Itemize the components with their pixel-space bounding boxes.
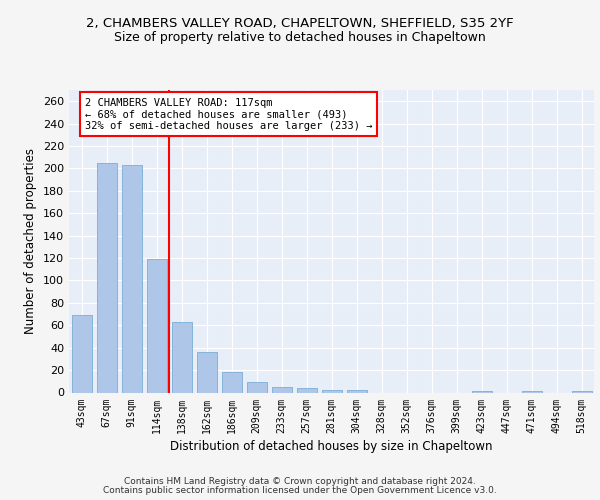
Bar bbox=[296, 388, 317, 392]
Text: Contains HM Land Registry data © Crown copyright and database right 2024.: Contains HM Land Registry data © Crown c… bbox=[124, 477, 476, 486]
Bar bbox=[221, 372, 241, 392]
Bar bbox=[197, 352, 217, 393]
Bar bbox=[347, 390, 367, 392]
Bar bbox=[247, 382, 266, 392]
Y-axis label: Number of detached properties: Number of detached properties bbox=[25, 148, 37, 334]
Bar bbox=[322, 390, 341, 392]
Text: Contains public sector information licensed under the Open Government Licence v3: Contains public sector information licen… bbox=[103, 486, 497, 495]
X-axis label: Distribution of detached houses by size in Chapeltown: Distribution of detached houses by size … bbox=[170, 440, 493, 452]
Text: Size of property relative to detached houses in Chapeltown: Size of property relative to detached ho… bbox=[114, 31, 486, 44]
Text: 2, CHAMBERS VALLEY ROAD, CHAPELTOWN, SHEFFIELD, S35 2YF: 2, CHAMBERS VALLEY ROAD, CHAPELTOWN, SHE… bbox=[86, 18, 514, 30]
Bar bbox=[71, 315, 91, 392]
Text: 2 CHAMBERS VALLEY ROAD: 117sqm
← 68% of detached houses are smaller (493)
32% of: 2 CHAMBERS VALLEY ROAD: 117sqm ← 68% of … bbox=[85, 98, 372, 131]
Bar bbox=[172, 322, 191, 392]
Bar bbox=[97, 163, 116, 392]
Bar bbox=[271, 387, 292, 392]
Bar bbox=[146, 259, 167, 392]
Bar bbox=[121, 165, 142, 392]
